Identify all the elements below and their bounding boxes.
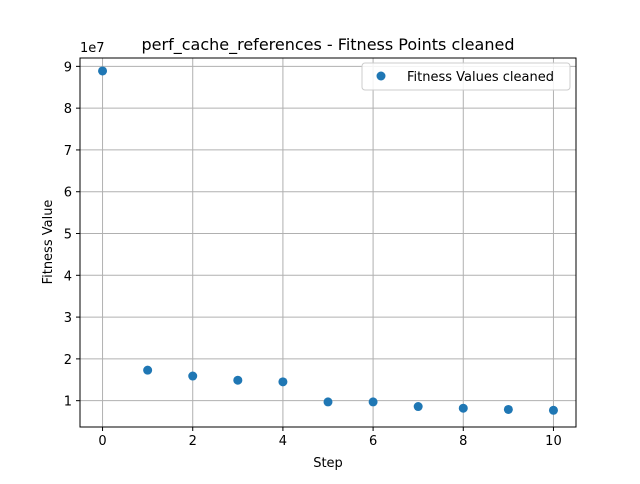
y-tick-label: 8	[64, 102, 72, 117]
legend-marker	[376, 71, 386, 81]
x-tick-label: 0	[98, 434, 106, 449]
x-tick-label: 4	[279, 434, 287, 449]
x-tick-label: 6	[369, 434, 377, 449]
grid	[80, 58, 576, 427]
y-tick-label: 4	[64, 269, 72, 284]
data-point	[458, 403, 468, 413]
chart-title: perf_cache_references - Fitness Points c…	[142, 35, 515, 55]
data-point	[233, 375, 243, 385]
x-axis-ticks: 0 2 4 6 8 10	[98, 427, 562, 449]
y-tick-label: 5	[64, 228, 72, 243]
data-point	[143, 365, 153, 375]
data-point	[323, 397, 333, 407]
y-axis-ticks: 1 2 3 4 5 6 7 8 9	[64, 60, 80, 410]
data-point	[548, 405, 558, 415]
x-tick-label: 8	[459, 434, 467, 449]
data-point	[368, 397, 378, 407]
y-tick-label: 1	[64, 395, 72, 410]
data-point	[188, 371, 198, 381]
data-point	[98, 66, 108, 76]
y-tick-label: 7	[64, 144, 72, 159]
y-tick-label: 6	[64, 186, 72, 201]
x-tick-label: 2	[189, 434, 197, 449]
x-tick-label: 10	[545, 434, 562, 449]
data-point	[503, 404, 513, 414]
y-axis-offset-label: 1e7	[80, 41, 105, 56]
legend-box	[361, 62, 571, 91]
data-point	[413, 402, 423, 412]
legend: Fitness Values cleaned	[361, 62, 571, 91]
y-tick-label: 9	[64, 60, 72, 75]
plot-area-frame	[79, 57, 577, 428]
y-axis-label: Fitness Value	[41, 200, 56, 285]
y-tick-label: 2	[64, 353, 72, 368]
y-tick-label: 3	[64, 311, 72, 326]
x-axis-label: Step	[313, 456, 343, 471]
legend-label: Fitness Values cleaned	[407, 70, 554, 85]
data-points	[98, 66, 558, 415]
data-point	[278, 377, 288, 387]
